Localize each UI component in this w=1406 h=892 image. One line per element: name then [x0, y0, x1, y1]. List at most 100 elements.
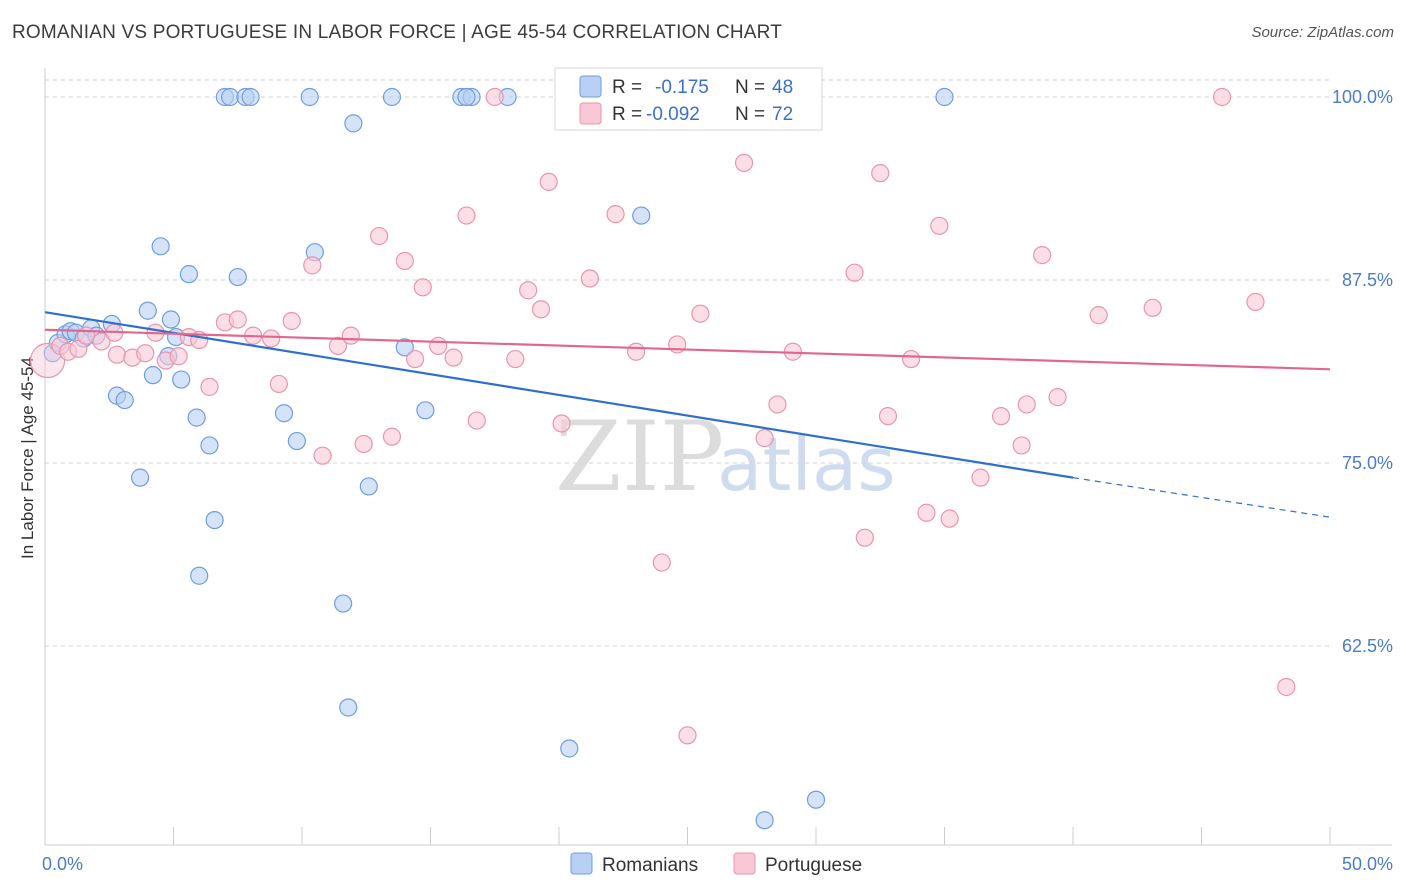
portuguese-point-62: [971, 468, 990, 487]
portuguese-point-59: [917, 503, 936, 522]
watermark: ZIP atlas: [555, 401, 896, 513]
romanians-point-38: [395, 338, 414, 357]
portuguese-point-52: [768, 395, 787, 414]
portuguese-point-33: [444, 348, 463, 367]
romanians-point-47: [806, 790, 826, 809]
portuguese-point-70: [1212, 87, 1232, 107]
romanians-point-22: [205, 510, 224, 530]
portuguese-point-7: [107, 345, 127, 364]
romanians-point-12: [138, 301, 157, 320]
y-axis-label: In Labor Force | Age 45-54: [18, 357, 37, 559]
portuguese-point-44: [626, 342, 646, 361]
portuguese-point-47: [691, 304, 710, 323]
portuguese-point-30: [405, 349, 425, 369]
portuguese-point-17: [228, 310, 247, 329]
portuguese-point-23: [313, 446, 332, 465]
portuguese-point-38: [519, 281, 538, 300]
romanians-trend-line: [44, 311, 1074, 479]
portuguese-point-61: [940, 509, 959, 528]
portuguese-point-15: [200, 377, 219, 396]
legend-r-value-2: -0.092: [646, 104, 700, 125]
portuguese-point-67: [1048, 388, 1067, 407]
portuguese-point-39: [531, 300, 551, 319]
legend-n-value-2: 72: [772, 104, 793, 125]
portuguese-point-65: [1017, 395, 1036, 414]
portuguese-point-34: [457, 206, 476, 225]
romanians-point-35: [344, 114, 363, 133]
portuguese-point-4: [77, 326, 96, 345]
romanians-point-13: [143, 366, 163, 385]
romanians-point-44: [560, 739, 579, 758]
chart-title: ROMANIAN VS PORTUGUESE IN LABOR FORCE | …: [12, 22, 783, 43]
portuguese-point-26: [354, 434, 373, 454]
romanians-point-48: [935, 87, 954, 107]
portuguese-point-50: [734, 153, 754, 172]
romanians-point-45: [632, 206, 651, 225]
axes: [44, 827, 1392, 846]
romanians-point-30: [287, 431, 306, 451]
correlation-legend: R = -0.175 N = 48 R = -0.092 N = 72: [554, 67, 823, 131]
portuguese-point-25: [341, 326, 360, 345]
portuguese-point-22: [303, 256, 322, 275]
x-tick-label-0: 0.0%: [42, 854, 83, 874]
series-legend-swatch-portuguese: [733, 852, 756, 875]
x-tick-labels: 0.0% 50.0%: [42, 854, 1393, 874]
series-legend: Romanians Portuguese: [570, 852, 862, 876]
romanians-point-14: [151, 237, 170, 256]
series-legend-label-portuguese: Portuguese: [765, 855, 862, 876]
portuguese-point-32: [429, 336, 448, 355]
romanians-point-33: [334, 594, 353, 613]
watermark-zip: ZIP: [555, 401, 724, 513]
portuguese-point-71: [1246, 292, 1265, 312]
chart-source: Source: ZipAtlas.com: [1251, 24, 1394, 41]
portuguese-point-45: [652, 553, 671, 572]
series-legend-swatch-romanians: [570, 852, 593, 875]
portuguese-point-68: [1089, 306, 1108, 325]
romanians-point-27: [241, 87, 260, 107]
portuguese-point-51: [755, 429, 774, 448]
portuguese-point-58: [901, 349, 921, 369]
portuguese-point-27: [370, 226, 389, 246]
portuguese-point-28: [382, 427, 402, 446]
portuguese-point-54: [845, 263, 864, 282]
romanians-point-42: [457, 87, 476, 107]
romanians-point-21: [200, 436, 219, 455]
y-tick-label-3: 100.0%: [1332, 87, 1393, 107]
romanians-point-25: [228, 267, 247, 287]
legend-swatch-portuguese: [579, 102, 602, 125]
watermark-atlas: atlas: [717, 422, 896, 508]
y-tick-labels: 62.5% 75.0% 87.5% 100.0%: [1332, 87, 1393, 656]
trend-lines: [44, 311, 1331, 518]
portuguese-point-21: [282, 311, 301, 331]
portuguese-point-36: [485, 87, 504, 107]
portuguese-point-63: [991, 407, 1011, 426]
y-tick-label-2: 87.5%: [1342, 270, 1393, 290]
legend-swatch-romanians: [579, 75, 602, 98]
romanians-point-10: [115, 390, 134, 410]
portuguese-point-31: [413, 278, 432, 297]
romanians-point-34: [339, 698, 358, 717]
portuguese-point-29: [395, 251, 414, 271]
romanians-point-28: [190, 566, 209, 585]
legend-r-label-1: R =: [612, 77, 642, 98]
y-tick-label-0: 62.5%: [1342, 636, 1393, 656]
portuguese-point-19: [262, 329, 281, 348]
portuguese-point-9: [136, 344, 155, 363]
romanians-point-29: [274, 404, 294, 423]
portuguese-point-48: [678, 726, 697, 745]
portuguese-point-66: [1033, 246, 1052, 265]
romanians-point-31: [300, 87, 319, 107]
legend-r-label-2: R =: [612, 104, 642, 125]
romanians-point-16: [161, 310, 181, 329]
romanians-point-20: [187, 408, 206, 427]
portuguese-point-37: [506, 349, 525, 369]
portuguese-point-24: [328, 336, 348, 355]
romanians-point-37: [382, 87, 402, 107]
portuguese-point-12: [169, 347, 188, 366]
portuguese-point-41: [552, 414, 571, 433]
portuguese-point-64: [1012, 436, 1031, 455]
portuguese-point-55: [855, 528, 874, 547]
romanians-point-24: [220, 87, 240, 107]
legend-r-value-1: -0.175: [655, 77, 709, 98]
series-legend-label-romanians: Romanians: [602, 855, 698, 876]
